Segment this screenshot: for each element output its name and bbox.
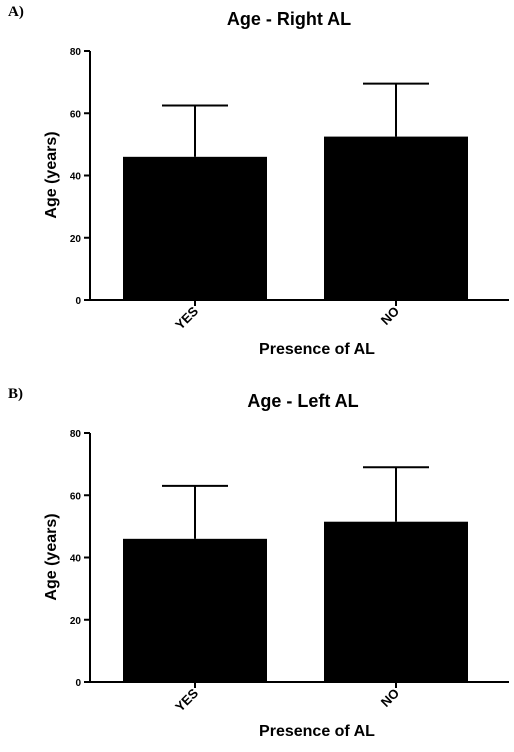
y-axis-label: Age (years)	[43, 131, 60, 218]
y-tick-label: 0	[75, 678, 81, 689]
chart-panel-b: B) Age - Left AL 0 20 40 60 80 YES NO Age (yea…	[0, 382, 514, 752]
panel-label: A)	[8, 4, 24, 20]
chart-title: Age - Right AL	[227, 9, 351, 29]
chart-svg: Age - Right AL 0 20 40 60 80 YES NO Age (years…	[43, 9, 509, 358]
y-tick-label: 60	[70, 109, 82, 120]
y-tick-label: 60	[70, 491, 82, 502]
chart-marks: 0 20 40 60 80 YES NO	[70, 429, 509, 715]
x-tick-label: YES	[172, 685, 201, 714]
y-tick-label: 40	[70, 172, 82, 183]
chart-title: Age - Left AL	[247, 391, 358, 411]
x-tick-label: YES	[172, 303, 201, 332]
y-tick-label: 80	[70, 429, 82, 440]
bar-yes	[123, 538, 267, 682]
x-axis-label: Presence of AL	[259, 723, 375, 740]
y-tick-label: 20	[70, 234, 82, 245]
chart-panel-a: A) Age - Right AL 0 20 40 60 80 YES NO Age (ye…	[0, 0, 514, 370]
y-tick-label: 80	[70, 47, 82, 58]
x-axis-label: Presence of AL	[259, 341, 375, 358]
x-tick-label: NO	[378, 686, 402, 710]
chart-svg: Age - Left AL 0 20 40 60 80 YES NO Age (years)…	[43, 391, 509, 740]
x-tick-label: NO	[378, 304, 402, 328]
y-tick-label: 0	[75, 296, 81, 307]
chart-marks: 0 20 40 60 80 YES NO	[70, 47, 509, 333]
bar-no	[324, 136, 468, 300]
y-tick-label: 40	[70, 554, 82, 565]
bar-yes	[123, 156, 267, 300]
y-tick-label: 20	[70, 616, 82, 627]
bar-no	[324, 521, 468, 682]
y-axis-label: Age (years)	[43, 513, 60, 600]
panel-label: B)	[8, 386, 23, 402]
